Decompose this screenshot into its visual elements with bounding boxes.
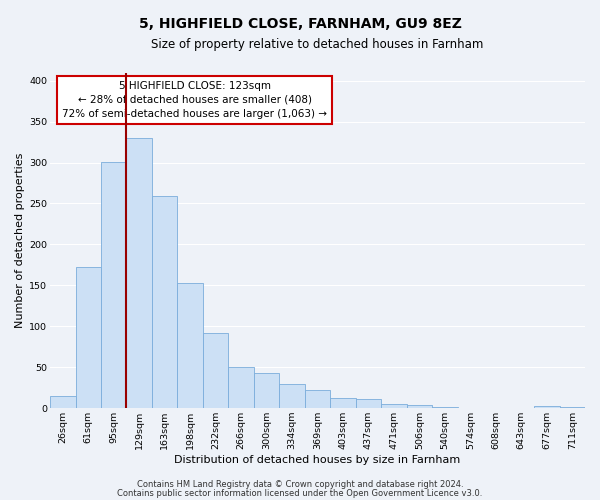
Text: 5, HIGHFIELD CLOSE, FARNHAM, GU9 8EZ: 5, HIGHFIELD CLOSE, FARNHAM, GU9 8EZ bbox=[139, 18, 461, 32]
Bar bbox=[101, 162, 127, 408]
Bar bbox=[127, 138, 152, 408]
Text: Contains public sector information licensed under the Open Government Licence v3: Contains public sector information licen… bbox=[118, 490, 482, 498]
Bar bbox=[152, 196, 178, 408]
Bar bbox=[356, 399, 381, 408]
Bar bbox=[407, 405, 432, 408]
Text: 5 HIGHFIELD CLOSE: 123sqm
← 28% of detached houses are smaller (408)
72% of semi: 5 HIGHFIELD CLOSE: 123sqm ← 28% of detac… bbox=[62, 81, 327, 119]
Bar bbox=[280, 384, 305, 408]
Bar bbox=[305, 390, 330, 408]
Bar bbox=[381, 404, 407, 408]
Bar bbox=[203, 333, 229, 408]
Bar bbox=[560, 406, 585, 408]
Y-axis label: Number of detached properties: Number of detached properties bbox=[15, 152, 25, 328]
Title: Size of property relative to detached houses in Farnham: Size of property relative to detached ho… bbox=[151, 38, 484, 51]
Bar bbox=[229, 367, 254, 408]
Bar bbox=[330, 398, 356, 408]
Bar bbox=[254, 373, 280, 408]
Bar bbox=[432, 406, 458, 408]
Text: Contains HM Land Registry data © Crown copyright and database right 2024.: Contains HM Land Registry data © Crown c… bbox=[137, 480, 463, 489]
Bar bbox=[534, 406, 560, 408]
X-axis label: Distribution of detached houses by size in Farnham: Distribution of detached houses by size … bbox=[175, 455, 461, 465]
Bar bbox=[76, 268, 101, 408]
Bar bbox=[50, 396, 76, 408]
Bar bbox=[178, 283, 203, 408]
